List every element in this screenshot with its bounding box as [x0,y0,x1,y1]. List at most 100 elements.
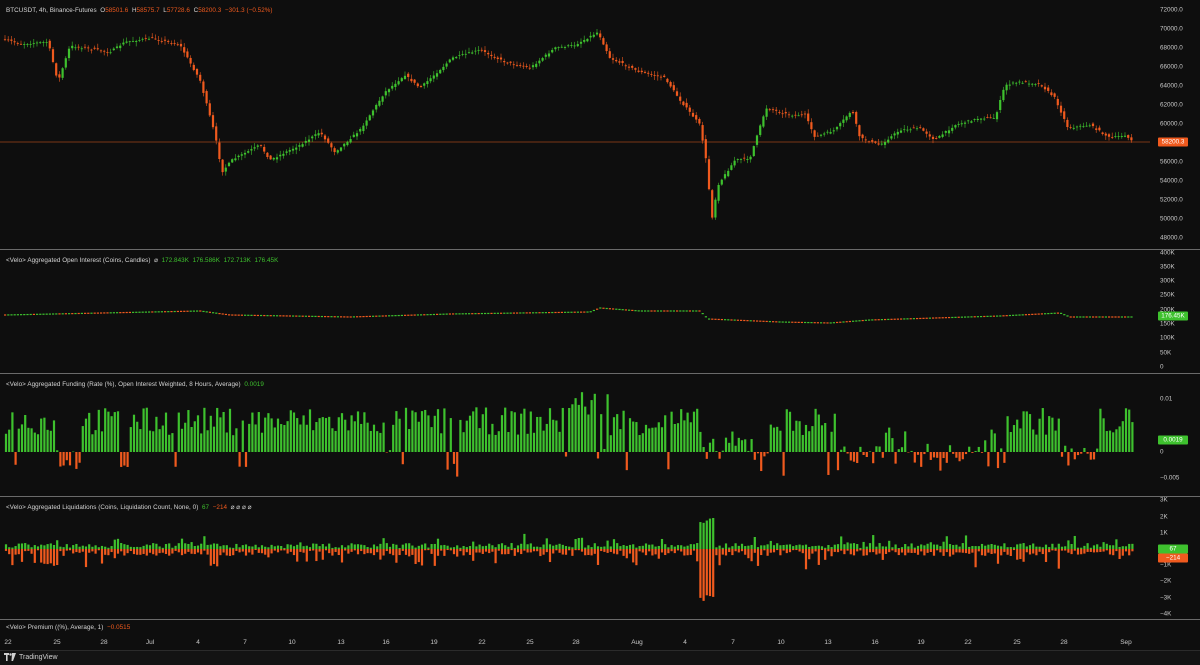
candle-body [848,112,851,117]
premium-pane[interactable]: <Velo> Premium ((%), Average, 1) −0.0515 [0,620,1200,636]
liq-short-bar [798,549,801,552]
funding-bar [270,418,273,452]
oi-candle [1111,316,1114,318]
open-interest-pane[interactable]: <Velo> Aggregated Open Interest (Coins, … [0,250,1200,374]
candle-body [669,82,672,87]
funding-bar [200,433,203,452]
funding-pane[interactable]: <Velo> Aggregated Funding (Rate (%), Ope… [0,374,1200,497]
liq-long-bar [184,543,187,549]
funding-bar [974,450,977,452]
oi-candle [743,319,746,322]
time-axis[interactable]: 22 25 28 Jul 4 7 10 13 16 19 22 25 28 Aug 4 7 10 13 16 19 22… [0,636,1200,650]
funding-bar [248,423,251,452]
liq-short-bar [603,549,606,552]
liq-short-bar [1051,549,1054,551]
funding-bar [801,434,804,452]
candle-body [1034,84,1037,86]
funding-bar [350,415,353,452]
candlestick-chart[interactable] [0,0,1200,250]
liq-long-bar [478,544,481,549]
funding-bar [910,450,913,452]
funding-bar [593,393,596,452]
time-axis-label: 28 [100,639,108,646]
funding-bar [817,414,820,452]
liq-long-bar [676,545,680,549]
tradingview-brand[interactable]: TradingView [4,653,58,661]
liq-long-bar [235,543,238,549]
liq-short-bar [196,549,200,553]
candle-body [631,65,634,68]
funding-bar [187,410,190,452]
liq-short-bar [398,549,401,556]
liq-long-bar [952,545,955,549]
candle-body [954,125,957,128]
close-value: 58200.3 [198,7,222,14]
liquidations-pane[interactable]: <Velo> Aggregated Liquidations (Coins, L… [0,497,1200,620]
candle-body [1091,123,1095,127]
candle-body [218,142,221,160]
oi-candle [800,321,803,324]
candle-body [554,47,557,50]
oi-candle [244,314,247,316]
liq-long-bar [977,546,980,549]
liq-long-bar [1121,546,1124,549]
oi-candle [551,311,554,314]
candle-body [58,74,61,78]
oi-candle [247,314,250,316]
funding-bar [59,452,62,467]
candle-body [666,78,669,83]
oi-candle [490,312,493,315]
liq-short-bar [523,549,526,551]
time-axis-label: 16 [382,639,390,646]
liq-short-bar [760,549,763,556]
funding-bar [139,429,142,452]
liq-short-bar [852,549,856,556]
liq-short-bar [446,549,449,551]
oi-candle [544,312,547,314]
candle-body [307,139,311,142]
liq-short-bar [120,549,123,552]
candle-body [851,112,855,114]
candle-body [755,135,759,145]
liq-short-bar [443,549,446,556]
candle-body [663,75,666,78]
candle-body [234,158,237,161]
oi-candle [583,311,586,313]
liq-long-bar [923,545,926,549]
liq-short-bar [558,549,561,553]
liq-long-bar [1060,546,1064,549]
liq-short-bar [308,549,312,551]
candle-body [727,170,730,177]
oi-candle [20,314,23,316]
liq-long-bar [715,547,718,549]
candle-body [957,123,960,125]
candle-body [336,150,339,153]
oi-candle [32,313,35,316]
price-pane[interactable]: BTCUSDT, 4h, Binance-Futures O58501.6 H5… [0,0,1200,250]
liq-short-bar [417,549,420,563]
liq-long-bar [145,544,148,549]
liq-long-bar [292,546,296,549]
candle-body [349,139,352,143]
oi-candle [836,321,839,324]
liq-long-bar [536,546,539,549]
oi-candle [839,321,842,323]
oi-candle [730,319,733,321]
oi-candle [992,315,995,317]
funding-bar [900,447,904,452]
liq-long-bar [929,542,932,549]
liq-short-bar [331,549,334,556]
candle-body [925,131,928,134]
candle-body [826,131,829,133]
funding-tag: 0.0019 [1158,435,1188,445]
funding-bar [273,427,276,452]
candle-body [1098,127,1101,131]
liq-short-bar [884,549,888,554]
candle-body [426,81,429,85]
candle-body [327,138,330,143]
liq-long-bar [456,545,459,549]
liq-long-bar [664,544,667,549]
axis-tick-label: 56000.0 [1160,158,1183,166]
liq-long-bar [11,547,14,549]
liq-short-bar [241,549,244,552]
